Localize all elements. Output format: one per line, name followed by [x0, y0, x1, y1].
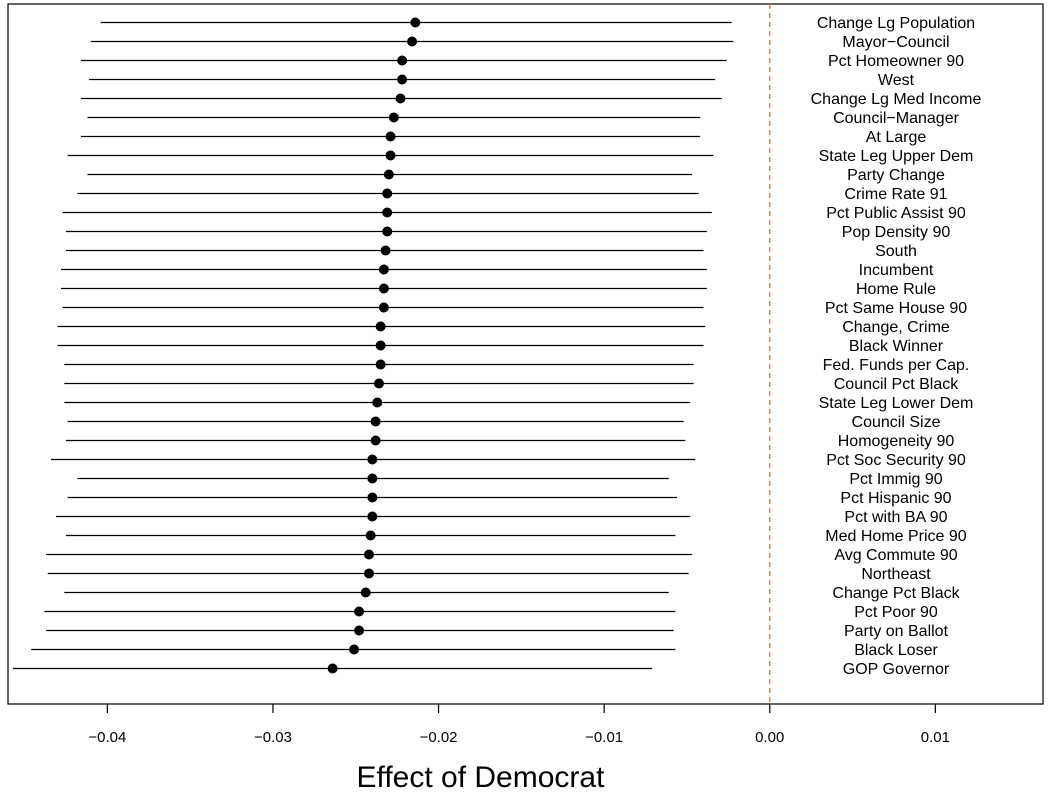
point-estimate	[367, 511, 378, 522]
point-estimate	[375, 359, 386, 370]
point-estimate	[378, 283, 389, 294]
row-label: Pct Immig 90	[849, 471, 942, 488]
row-label: Black Winner	[849, 338, 944, 355]
row-label: Home Rule	[856, 281, 936, 298]
x-tick-label: −0.02	[420, 729, 458, 746]
point-estimate	[327, 663, 338, 674]
row-label: Black Loser	[854, 642, 938, 659]
row-label: Pct Homeowner 90	[828, 53, 964, 70]
row-label: GOP Governor	[843, 661, 950, 678]
row-label: Avg Commute 90	[834, 547, 957, 564]
row-label: Change Pct Black	[832, 585, 960, 602]
point-estimate	[383, 169, 394, 180]
row-label: At Large	[866, 129, 927, 146]
point-estimate	[395, 93, 406, 104]
point-estimate	[367, 454, 378, 465]
row-label: Council Pct Black	[834, 376, 959, 393]
row-label: Mayor−Council	[842, 34, 949, 51]
x-tick-label: −0.04	[88, 729, 126, 746]
point-estimate	[407, 36, 418, 47]
row-label: South	[875, 243, 917, 260]
row-label: State Leg Upper Dem	[819, 148, 974, 165]
row-label: Council Size	[852, 414, 941, 431]
point-estimate	[364, 549, 375, 560]
point-estimate	[372, 397, 383, 408]
row-label: Pct Public Assist 90	[826, 205, 966, 222]
point-estimate	[364, 568, 375, 579]
row-label: Pct Same House 90	[825, 300, 967, 317]
point-estimate	[378, 302, 389, 313]
row-label: Party on Ballot	[844, 623, 949, 640]
point-estimate	[370, 435, 381, 446]
point-estimate	[367, 473, 378, 484]
point-estimate	[375, 340, 386, 351]
point-estimate	[365, 530, 376, 541]
row-label: State Leg Lower Dem	[819, 395, 974, 412]
row-label: Homogeneity 90	[838, 433, 955, 450]
point-estimate	[380, 245, 391, 256]
row-label: Pct Poor 90	[854, 604, 938, 621]
row-label: Med Home Price 90	[825, 528, 966, 545]
point-estimate	[373, 378, 384, 389]
row-label: Pct with BA 90	[844, 509, 947, 526]
x-axis: −0.04 −0.03 −0.02 −0.01 0.00 0.01	[88, 704, 950, 746]
x-tick-label: 0.00	[755, 729, 784, 746]
point-estimate	[354, 625, 365, 636]
row-label: Council−Manager	[833, 110, 960, 127]
point-estimate	[388, 112, 399, 123]
point-estimate	[410, 17, 421, 28]
point-estimate	[397, 55, 408, 66]
row-label: Northeast	[861, 566, 931, 583]
point-estimate	[375, 321, 386, 332]
row-label: West	[878, 72, 915, 89]
point-estimate	[367, 492, 378, 503]
row-label: Party Change	[847, 167, 945, 184]
point-estimate	[354, 606, 365, 617]
point-estimate	[397, 74, 408, 85]
row-label: Fed. Funds per Cap.	[823, 357, 970, 374]
point-estimate	[382, 188, 393, 199]
x-tick-label: −0.01	[585, 729, 623, 746]
point-estimate	[382, 207, 393, 218]
point-estimate	[382, 226, 393, 237]
row-label: Change Lg Population	[817, 15, 975, 32]
point-estimate	[349, 644, 360, 655]
point-estimate	[370, 416, 381, 427]
row-label: Change Lg Med Income	[811, 91, 982, 108]
point-estimate	[378, 264, 389, 275]
row-label: Crime Rate 91	[844, 186, 947, 203]
row-label: Change, Crime	[842, 319, 950, 336]
row-label-layer: Change Lg Population Mayor−Council Pct Hom…	[811, 15, 982, 678]
point-estimate	[385, 131, 396, 142]
row-label: Pct Hispanic 90	[840, 490, 951, 507]
point-estimate	[360, 587, 371, 598]
x-tick-label: −0.03	[254, 729, 292, 746]
plot-frame	[7, 3, 1044, 705]
row-label: Incumbent	[859, 262, 934, 279]
row-label: Pop Density 90	[842, 224, 951, 241]
point-estimate	[385, 150, 396, 161]
row-label: Pct Soc Security 90	[826, 452, 966, 469]
estimate-layer	[327, 17, 421, 674]
x-axis-title: Effect of Democrat	[357, 761, 606, 794]
x-tick-label: 0.01	[921, 729, 950, 746]
